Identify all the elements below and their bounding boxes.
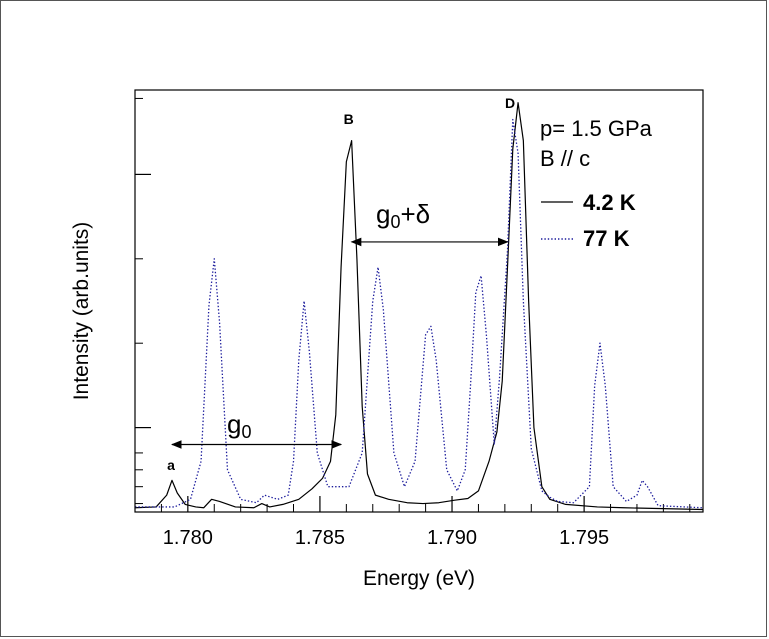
- legend-label-77K: 77 K: [583, 226, 630, 251]
- peak-label-d: D: [505, 95, 515, 111]
- legend-label-4.2K: 4.2 K: [583, 190, 636, 215]
- series-line-4.2K: [134, 102, 704, 511]
- peak-label-a: a: [167, 457, 175, 473]
- peak-label-b: B: [344, 111, 354, 127]
- x-tick-label: 1.795: [559, 527, 609, 549]
- x-axis-label: Energy (eV): [363, 567, 475, 590]
- series-layer: [134, 102, 704, 511]
- x-tick-label: 1.790: [427, 527, 477, 549]
- g0-delta-label: g0+δ: [376, 199, 430, 232]
- x-tick-label: 1.785: [295, 527, 345, 549]
- ticks-layer: 1.780 1.785 1.790 1.795: [134, 97, 691, 549]
- legend-pressure: p= 1.5 GPa: [540, 116, 653, 141]
- plot-area-frame: [134, 89, 704, 513]
- annotation-layer: a B Dg0 g0+δ: [167, 95, 515, 473]
- series-line-77K: [135, 118, 704, 509]
- legend-field-orientation: B // c: [540, 146, 590, 171]
- legend: p= 1.5 GPa B // c 4.2 K 77 K: [540, 116, 653, 251]
- y-axis-label: Intensity (arb.units): [70, 222, 93, 401]
- g0-label: g0: [227, 409, 251, 442]
- x-tick-label: 1.780: [163, 527, 213, 549]
